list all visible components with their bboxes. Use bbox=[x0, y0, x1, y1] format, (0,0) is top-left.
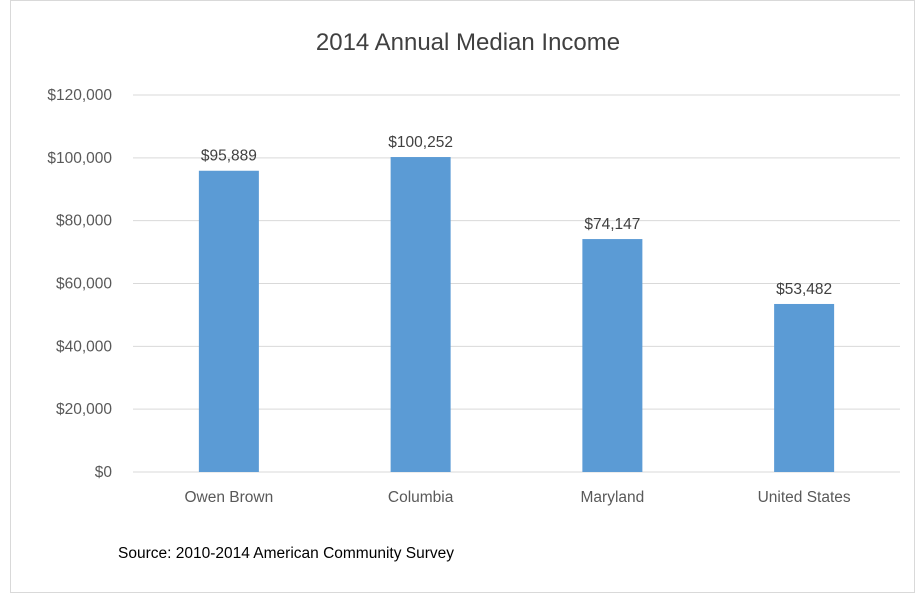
y-tick-label: $120,000 bbox=[47, 87, 112, 104]
chart-frame bbox=[10, 0, 915, 593]
data-labels: $95,889 $100,252 $74,147 $53,482 bbox=[201, 134, 832, 298]
y-tick-label: $80,000 bbox=[56, 213, 112, 230]
x-tick-label: Owen Brown bbox=[185, 489, 274, 506]
bar bbox=[774, 303, 835, 472]
x-axis-ticks: Owen Brown Columbia Maryland United States bbox=[185, 489, 851, 506]
bar bbox=[198, 170, 259, 472]
y-axis-ticks: $0 $20,000 $40,000 $60,000 $80,000 $100,000 $1… bbox=[47, 87, 112, 481]
x-tick-label: Maryland bbox=[581, 489, 645, 506]
y-tick-label: $100,000 bbox=[47, 150, 112, 167]
source-note: Source: 2010-2014 American Community Sur… bbox=[118, 545, 454, 562]
bars bbox=[198, 157, 835, 472]
bar bbox=[582, 239, 643, 472]
x-tick-label: Columbia bbox=[388, 489, 454, 506]
chart-title: 2014 Annual Median Income bbox=[316, 29, 620, 56]
y-tick-label: $40,000 bbox=[56, 338, 112, 355]
y-tick-label: $60,000 bbox=[56, 276, 112, 293]
data-label: $74,147 bbox=[584, 216, 640, 233]
x-tick-label: United States bbox=[758, 489, 851, 506]
y-tick-label: $0 bbox=[95, 464, 113, 481]
data-label: $95,889 bbox=[201, 148, 257, 165]
data-label: $100,252 bbox=[388, 134, 453, 151]
gridlines bbox=[133, 94, 900, 473]
data-label: $53,482 bbox=[776, 281, 832, 298]
bar bbox=[390, 157, 451, 472]
y-tick-label: $20,000 bbox=[56, 401, 112, 418]
